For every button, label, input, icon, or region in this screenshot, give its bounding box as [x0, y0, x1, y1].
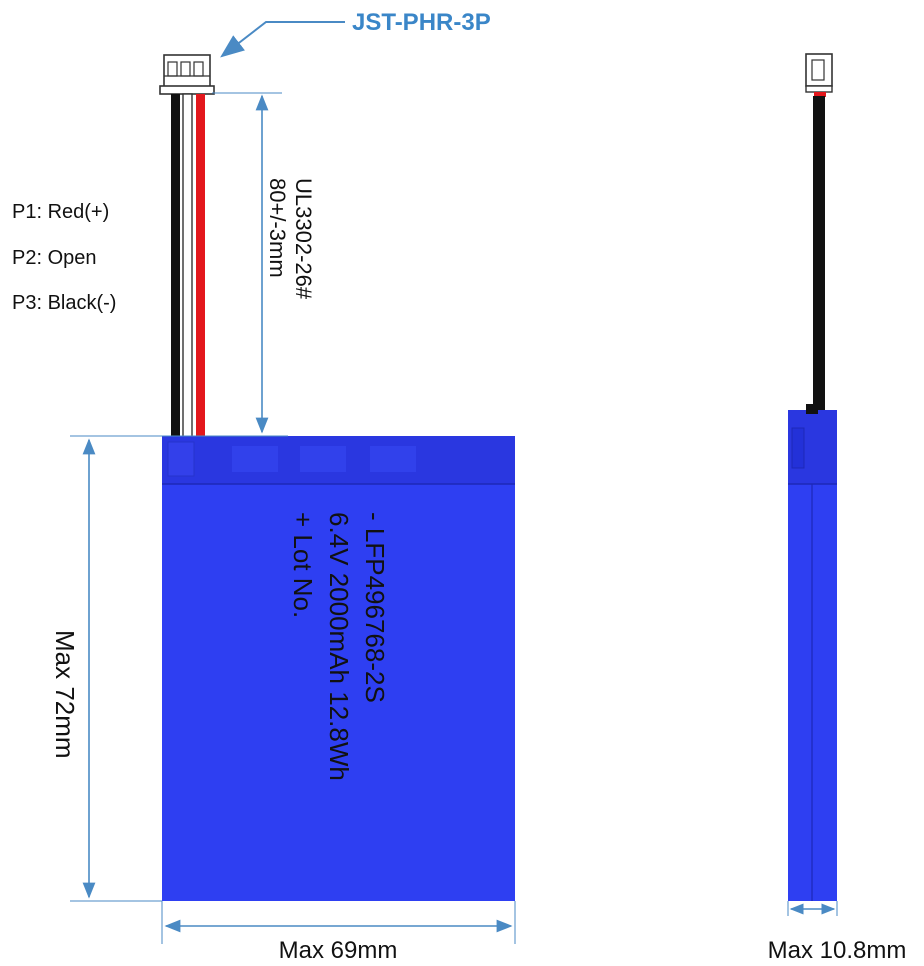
pin-1-label: P1: Red(+) — [12, 201, 109, 223]
battery-lot: + Lot No. — [288, 512, 318, 618]
wire-white — [182, 93, 193, 438]
wires — [171, 93, 205, 438]
connector-jst — [159, 54, 215, 95]
height-dimension — [70, 435, 162, 902]
wire-spec: UL3302-26# — [291, 178, 316, 300]
pin-3-label: P3: Black(-) — [12, 292, 116, 314]
battery-body — [162, 435, 515, 901]
wire-length-dimension — [212, 92, 282, 434]
side-battery — [788, 404, 837, 901]
side-connector — [805, 53, 833, 97]
connector-callout — [220, 21, 345, 58]
wire-black — [171, 94, 180, 437]
connector-name: JST-PHR-3P — [352, 9, 491, 36]
width-dimension — [161, 901, 516, 944]
wire-red — [196, 94, 205, 437]
battery-rating: 6.4V 2000mAh 12.8Wh — [324, 512, 354, 781]
thickness-label: Max 10.8mm — [768, 937, 907, 964]
wire-length: 80+/-3mm — [265, 178, 290, 278]
battery-model: - LFP496768-2S — [360, 512, 390, 703]
pin-2-label: P2: Open — [12, 247, 97, 269]
height-label: Max 72mm — [50, 630, 80, 759]
width-label: Max 69mm — [279, 937, 398, 964]
thickness-dimension — [787, 901, 838, 916]
side-wire — [813, 96, 825, 410]
